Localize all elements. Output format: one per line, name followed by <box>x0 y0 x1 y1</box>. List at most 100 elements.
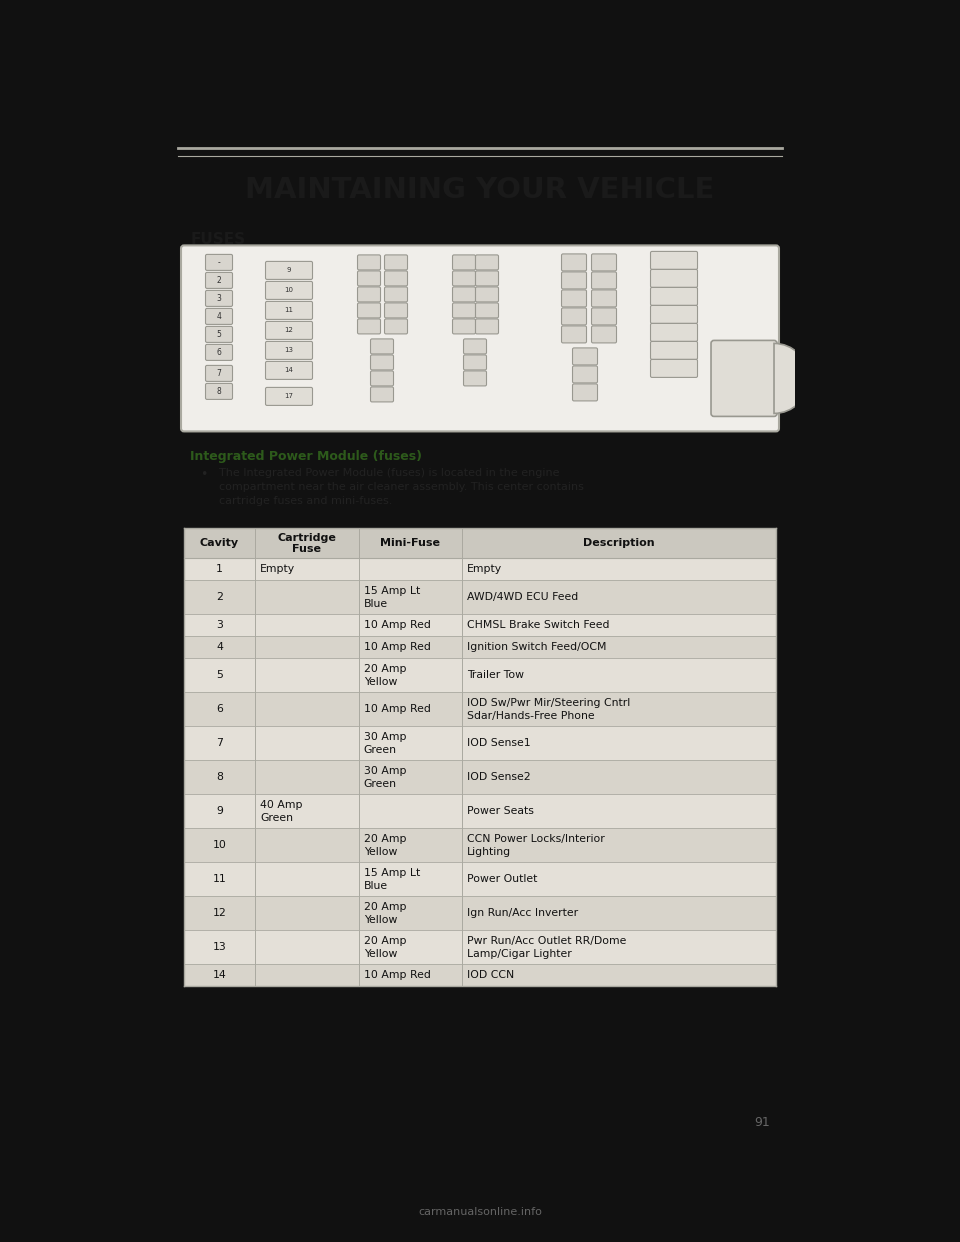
FancyBboxPatch shape <box>371 388 394 402</box>
FancyBboxPatch shape <box>184 897 776 930</box>
FancyBboxPatch shape <box>475 303 498 318</box>
FancyBboxPatch shape <box>371 355 394 370</box>
Text: 30 Amp
Green: 30 Amp Green <box>364 766 406 789</box>
FancyBboxPatch shape <box>266 361 313 379</box>
FancyBboxPatch shape <box>464 371 487 386</box>
Text: •: • <box>200 468 207 482</box>
FancyBboxPatch shape <box>205 365 232 381</box>
FancyBboxPatch shape <box>205 327 232 343</box>
FancyBboxPatch shape <box>184 636 776 658</box>
Text: 20 Amp
Yellow: 20 Amp Yellow <box>364 664 406 687</box>
FancyBboxPatch shape <box>205 344 232 360</box>
FancyBboxPatch shape <box>651 251 698 270</box>
FancyBboxPatch shape <box>184 964 776 986</box>
FancyBboxPatch shape <box>181 246 779 431</box>
FancyBboxPatch shape <box>475 255 498 270</box>
Text: Trailer Tow: Trailer Tow <box>468 671 524 681</box>
Wedge shape <box>774 343 809 414</box>
Text: Mini-Fuse: Mini-Fuse <box>380 539 441 549</box>
Text: 1: 1 <box>216 564 223 574</box>
FancyBboxPatch shape <box>266 282 313 299</box>
FancyBboxPatch shape <box>266 261 313 279</box>
Text: 20 Amp
Yellow: 20 Amp Yellow <box>364 936 406 959</box>
FancyBboxPatch shape <box>562 308 587 325</box>
Text: 14: 14 <box>284 368 294 374</box>
Text: 20 Amp
Yellow: 20 Amp Yellow <box>364 902 406 924</box>
FancyBboxPatch shape <box>184 559 776 580</box>
Text: 2: 2 <box>216 592 223 602</box>
FancyBboxPatch shape <box>184 795 776 828</box>
FancyBboxPatch shape <box>184 760 776 795</box>
FancyBboxPatch shape <box>464 339 487 354</box>
FancyBboxPatch shape <box>452 255 475 270</box>
Text: 17: 17 <box>284 394 294 400</box>
Text: 10: 10 <box>212 841 227 851</box>
FancyBboxPatch shape <box>475 287 498 302</box>
FancyBboxPatch shape <box>385 319 407 334</box>
FancyBboxPatch shape <box>452 303 475 318</box>
FancyBboxPatch shape <box>184 727 776 760</box>
Text: Ignition Switch Feed/OCM: Ignition Switch Feed/OCM <box>468 642 607 652</box>
Text: 3: 3 <box>216 621 223 631</box>
Text: Power Seats: Power Seats <box>468 806 534 816</box>
Text: 12: 12 <box>213 908 227 918</box>
Text: Cartridge
Fuse: Cartridge Fuse <box>277 533 336 554</box>
FancyBboxPatch shape <box>205 291 232 307</box>
Text: -: - <box>218 258 221 267</box>
FancyBboxPatch shape <box>711 340 777 416</box>
FancyBboxPatch shape <box>452 287 475 302</box>
FancyBboxPatch shape <box>184 528 776 559</box>
Text: 9: 9 <box>216 806 223 816</box>
FancyBboxPatch shape <box>357 271 380 286</box>
Text: 9: 9 <box>287 267 291 273</box>
FancyBboxPatch shape <box>184 930 776 964</box>
FancyBboxPatch shape <box>205 384 232 400</box>
Text: Integrated Power Module (fuses): Integrated Power Module (fuses) <box>190 451 422 463</box>
Text: 13: 13 <box>213 943 227 953</box>
FancyBboxPatch shape <box>591 289 616 307</box>
Text: IOD Sw/Pwr Mir/Steering Cntrl
Sdar/Hands-Free Phone: IOD Sw/Pwr Mir/Steering Cntrl Sdar/Hands… <box>468 698 631 720</box>
FancyBboxPatch shape <box>357 303 380 318</box>
Text: 10 Amp Red: 10 Amp Red <box>364 704 430 714</box>
Text: IOD Sense1: IOD Sense1 <box>468 739 531 749</box>
Text: 6: 6 <box>216 704 223 714</box>
FancyBboxPatch shape <box>651 270 698 287</box>
Text: IOD Sense2: IOD Sense2 <box>468 773 531 782</box>
FancyBboxPatch shape <box>572 384 597 401</box>
Text: 5: 5 <box>217 330 222 339</box>
Text: 20 Amp
Yellow: 20 Amp Yellow <box>364 835 406 857</box>
FancyBboxPatch shape <box>205 255 232 271</box>
Text: Empty: Empty <box>260 564 295 574</box>
FancyBboxPatch shape <box>591 272 616 289</box>
FancyBboxPatch shape <box>385 271 407 286</box>
FancyBboxPatch shape <box>591 308 616 325</box>
FancyBboxPatch shape <box>184 658 776 692</box>
Text: Power Outlet: Power Outlet <box>468 874 538 884</box>
FancyBboxPatch shape <box>184 862 776 897</box>
Text: 91: 91 <box>754 1117 770 1129</box>
FancyBboxPatch shape <box>651 323 698 342</box>
Text: 12: 12 <box>284 328 294 333</box>
FancyBboxPatch shape <box>475 319 498 334</box>
FancyBboxPatch shape <box>452 271 475 286</box>
FancyBboxPatch shape <box>266 302 313 319</box>
Text: AWD/4WD ECU Feed: AWD/4WD ECU Feed <box>468 592 579 602</box>
FancyBboxPatch shape <box>371 339 394 354</box>
FancyBboxPatch shape <box>562 289 587 307</box>
Text: 5: 5 <box>216 671 223 681</box>
Text: 11: 11 <box>284 308 294 313</box>
Text: 7: 7 <box>217 369 222 378</box>
Text: 6: 6 <box>217 348 222 356</box>
FancyBboxPatch shape <box>572 348 597 365</box>
FancyBboxPatch shape <box>184 692 776 727</box>
Text: 4: 4 <box>217 312 222 320</box>
FancyBboxPatch shape <box>266 342 313 359</box>
FancyBboxPatch shape <box>452 319 475 334</box>
Text: 2: 2 <box>217 276 222 284</box>
FancyBboxPatch shape <box>591 253 616 271</box>
FancyBboxPatch shape <box>385 287 407 302</box>
FancyBboxPatch shape <box>562 253 587 271</box>
Text: CCN Power Locks/Interior
Lighting: CCN Power Locks/Interior Lighting <box>468 835 605 857</box>
Text: IOD CCN: IOD CCN <box>468 970 515 980</box>
Text: 30 Amp
Green: 30 Amp Green <box>364 733 406 755</box>
